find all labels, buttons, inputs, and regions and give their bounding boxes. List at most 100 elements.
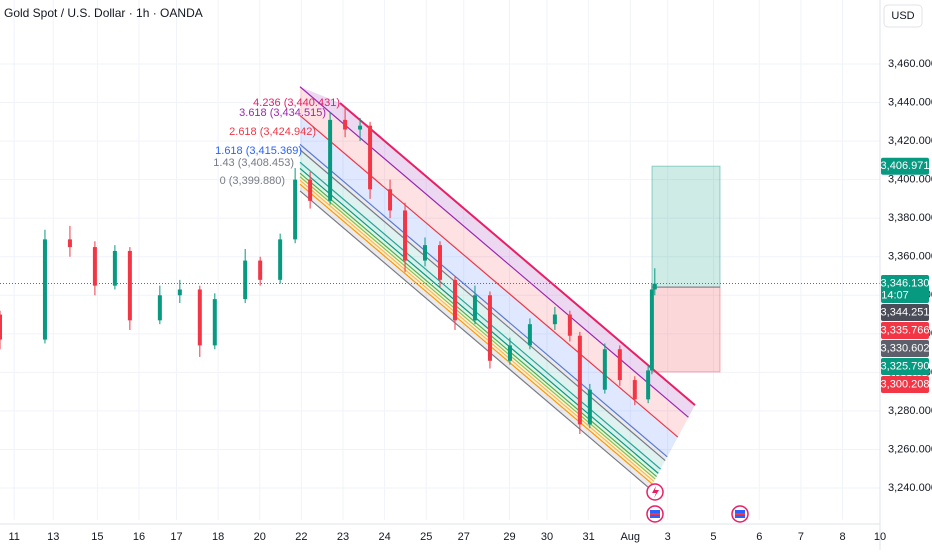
y-tick-label: 3,260.000: [888, 443, 932, 455]
candle-body: [388, 189, 393, 211]
candle-body: [423, 245, 428, 261]
fib-line: [299, 172, 657, 478]
x-tick-label: 7: [798, 531, 804, 543]
candle-body: [438, 245, 442, 280]
countdown: 14:07: [881, 289, 909, 301]
candle-body: [177, 289, 182, 296]
fib-line: [299, 190, 651, 490]
candle-body: [243, 260, 248, 300]
price-label: 3,344.251: [881, 306, 930, 318]
event-icons: [646, 483, 749, 523]
fib-line: [299, 161, 661, 470]
price-label: 3,335.766: [881, 324, 930, 336]
candle-body: [328, 119, 333, 201]
x-tick-label: 27: [458, 531, 470, 543]
currency-button[interactable]: [883, 4, 923, 28]
candle-body: [649, 289, 654, 371]
y-tick-label: 3,460.000: [888, 58, 932, 70]
grid: [0, 0, 881, 520]
event-flag-glyph: [735, 513, 745, 515]
fib-band: [300, 162, 661, 474]
fib-label: 4.236 (3,440.431): [253, 97, 340, 109]
price-label-box: [881, 303, 929, 321]
x-tick-label: 13: [47, 531, 59, 543]
candle-body: [157, 295, 162, 321]
candle-body: [487, 295, 492, 361]
x-tick-label: 22: [295, 531, 307, 543]
price-label-box: [881, 274, 929, 303]
x-tick-label: 5: [710, 531, 716, 543]
price-label-box: [881, 375, 929, 393]
y-tick-label: 3,420.000: [888, 135, 932, 147]
x-tick-label: 18: [212, 531, 224, 543]
fib-line: [299, 168, 659, 474]
fib-band: [300, 168, 659, 477]
x-tick-label: 10: [874, 531, 886, 543]
candle-body: [92, 247, 97, 286]
fib-band: [300, 86, 689, 438]
candles: [0, 106, 657, 435]
candle-body: [0, 314, 2, 340]
fib-band: [300, 149, 666, 470]
candle-body: [278, 239, 283, 280]
x-tick-label: 8: [839, 531, 845, 543]
fib-band: [300, 184, 653, 489]
candle-body: [577, 335, 582, 425]
candle-body: [646, 370, 651, 400]
candle-body: [343, 119, 348, 130]
candle-body: [652, 283, 657, 290]
fib-band: [300, 144, 668, 461]
stop-loss-zone: [651, 286, 721, 373]
candle-body: [67, 239, 72, 248]
overlay: 4.236 (3,440.431)3.618 (3,434.515) 2.618 …: [0, 97, 880, 284]
x-tick-label: 11: [8, 531, 19, 543]
event-icon-glyph: [652, 486, 659, 498]
event-flag-glyph: [650, 513, 660, 515]
price-label-box: [881, 321, 929, 339]
price-label: 3,300.208: [881, 378, 930, 390]
x-tick-label: 20: [254, 531, 266, 543]
candle-body: [452, 279, 457, 321]
fib-line: [299, 149, 666, 461]
price-label: 3,325.790: [881, 360, 930, 372]
candle-body: [212, 299, 217, 346]
candle-body: [403, 210, 408, 261]
price-label-box: [881, 157, 929, 175]
currency-label: USD: [891, 10, 914, 22]
take-profit-zone: [651, 165, 721, 288]
fib-label: 3.618 (3,434.515): [239, 107, 326, 119]
fib-line: [299, 86, 689, 418]
fib-line: [339, 102, 696, 406]
y-tick-label: 3,280.000: [888, 405, 932, 417]
price-label: 3,406.971: [881, 160, 930, 172]
y-tick-label: 3,380.000: [888, 212, 932, 224]
fib-line: [299, 179, 655, 482]
x-tick-label: 16: [133, 531, 145, 543]
price-label: 3,330.602: [881, 342, 930, 354]
fib-line: [299, 143, 668, 458]
chart-title: Gold Spot / U.S. Dollar · 1h · OANDA: [4, 6, 203, 20]
fib-label: 0 (3,399.880): [220, 175, 285, 187]
x-tick-label: 24: [379, 531, 391, 543]
candle-body: [42, 239, 47, 340]
fib-line: [299, 183, 653, 485]
fib-band: [300, 115, 678, 457]
candle-body: [127, 250, 132, 321]
fib-label: 2.618 (3,424.942): [229, 126, 316, 138]
candle-body: [567, 314, 572, 336]
candle-body: [197, 289, 202, 346]
x-tick-label: Aug: [620, 531, 640, 543]
x-tick-label: 30: [541, 531, 553, 543]
candle-body: [632, 380, 637, 400]
fib-label: 1.43 (3,408.453): [213, 157, 294, 169]
x-tick-label: 17: [170, 531, 182, 543]
candle-body: [587, 389, 592, 425]
candle-body: [472, 295, 477, 321]
price-label: 3,346.130: [881, 277, 930, 289]
candle-body: [368, 125, 373, 190]
price-label-box: [881, 339, 929, 357]
candle-body: [358, 125, 363, 130]
fib-line: [299, 176, 656, 480]
